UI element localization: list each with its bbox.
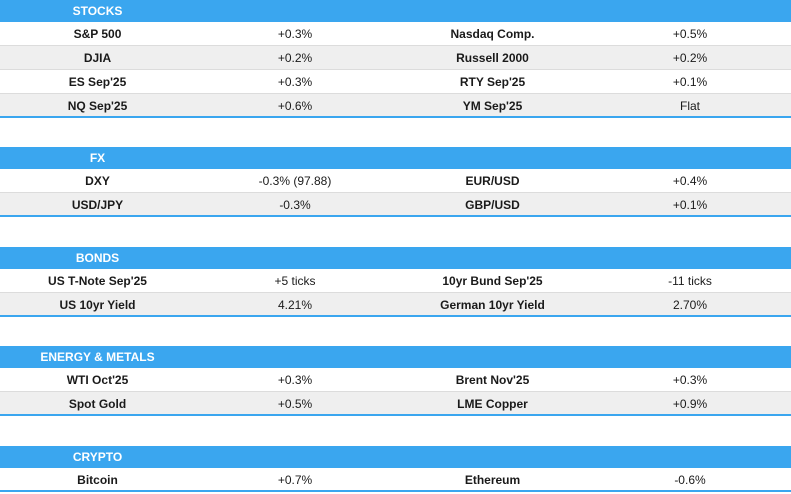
table-row: Bitcoin +0.7% Ethereum -0.6%	[0, 468, 791, 492]
section-energy-metals: ENERGY & METALS WTI Oct'25 +0.3% Brent N…	[0, 346, 791, 416]
instrument-name: DJIA	[83, 51, 112, 65]
instrument-name: USD/JPY	[71, 198, 124, 212]
section-header: CRYPTO	[0, 446, 791, 468]
instrument-name: EUR/USD	[465, 174, 520, 188]
instrument-name: LME Copper	[457, 397, 528, 411]
table-row: US 10yr Yield 4.21% German 10yr Yield 2.…	[0, 293, 791, 317]
instrument-name: NQ Sep'25	[67, 99, 128, 113]
instrument-change: +5 ticks	[274, 274, 316, 288]
table-row: ES Sep'25 +0.3% RTY Sep'25 +0.1%	[0, 70, 791, 94]
instrument-name: Nasdaq Comp.	[450, 27, 535, 41]
section-header: ENERGY & METALS	[0, 346, 791, 368]
table-row: S&P 500 +0.3% Nasdaq Comp. +0.5%	[0, 22, 791, 46]
instrument-name: GBP/USD	[465, 198, 520, 212]
instrument-name: RTY Sep'25	[459, 75, 526, 89]
instrument-name: US T-Note Sep'25	[48, 274, 147, 288]
instrument-change: +0.2%	[672, 51, 708, 65]
instrument-change: +0.4%	[672, 174, 708, 188]
section-title: STOCKS	[72, 4, 123, 18]
instrument-name: S&P 500	[73, 27, 122, 41]
instrument-change: -11 ticks	[668, 274, 712, 288]
instrument-name: ES Sep'25	[68, 75, 127, 89]
table-row: Spot Gold +0.5% LME Copper +0.9%	[0, 392, 791, 416]
instrument-change: +0.5%	[277, 397, 313, 411]
table-row: DXY -0.3% (97.88) EUR/USD +0.4%	[0, 169, 791, 193]
section-bonds: BONDS US T-Note Sep'25 +5 ticks 10yr Bun…	[0, 247, 791, 317]
section-title: FX	[89, 151, 106, 165]
instrument-name: Bitcoin	[77, 473, 118, 487]
instrument-name: Russell 2000	[456, 51, 529, 65]
instrument-name: Ethereum	[464, 473, 521, 487]
section-title: CRYPTO	[72, 450, 123, 464]
instrument-change: +0.2%	[277, 51, 313, 65]
table-row: US T-Note Sep'25 +5 ticks 10yr Bund Sep'…	[0, 269, 791, 293]
instrument-name: 10yr Bund Sep'25	[442, 274, 543, 288]
section-header: BONDS	[0, 247, 791, 269]
section-crypto: CRYPTO Bitcoin +0.7% Ethereum -0.6%	[0, 446, 791, 492]
section-fx: FX DXY -0.3% (97.88) EUR/USD +0.4% USD/J…	[0, 147, 791, 217]
instrument-name: DXY	[85, 174, 110, 188]
instrument-change: +0.3%	[277, 373, 313, 387]
instrument-change: +0.3%	[277, 75, 313, 89]
instrument-change: +0.1%	[672, 75, 708, 89]
table-row: NQ Sep'25 +0.6% YM Sep'25 Flat	[0, 94, 791, 118]
instrument-change: +0.1%	[672, 198, 708, 212]
instrument-name: Spot Gold	[68, 397, 127, 411]
instrument-name: US 10yr Yield	[59, 298, 136, 312]
instrument-name: German 10yr Yield	[440, 298, 545, 312]
instrument-change: 2.70%	[672, 298, 708, 312]
section-header: STOCKS	[0, 0, 791, 22]
instrument-change: +0.9%	[672, 397, 708, 411]
instrument-change: +0.3%	[277, 27, 313, 41]
instrument-change: +0.6%	[277, 99, 313, 113]
instrument-change: Flat	[679, 99, 700, 113]
section-header: FX	[0, 147, 791, 169]
instrument-change: -0.3% (97.88)	[258, 174, 332, 188]
section-title: ENERGY & METALS	[40, 350, 155, 364]
section-stocks: STOCKS S&P 500 +0.3% Nasdaq Comp. +0.5% …	[0, 0, 791, 118]
table-row: USD/JPY -0.3% GBP/USD +0.1%	[0, 193, 791, 217]
instrument-name: WTI Oct'25	[66, 373, 129, 387]
instrument-name: Brent Nov'25	[455, 373, 530, 387]
instrument-change: +0.5%	[672, 27, 708, 41]
instrument-change: 4.21%	[277, 298, 313, 312]
instrument-change: +0.7%	[277, 473, 313, 487]
instrument-name: YM Sep'25	[462, 99, 523, 113]
section-title: BONDS	[75, 251, 120, 265]
table-row: DJIA +0.2% Russell 2000 +0.2%	[0, 46, 791, 70]
instrument-change: +0.3%	[672, 373, 708, 387]
instrument-change: -0.6%	[674, 473, 706, 487]
instrument-change: -0.3%	[279, 198, 311, 212]
table-row: WTI Oct'25 +0.3% Brent Nov'25 +0.3%	[0, 368, 791, 392]
